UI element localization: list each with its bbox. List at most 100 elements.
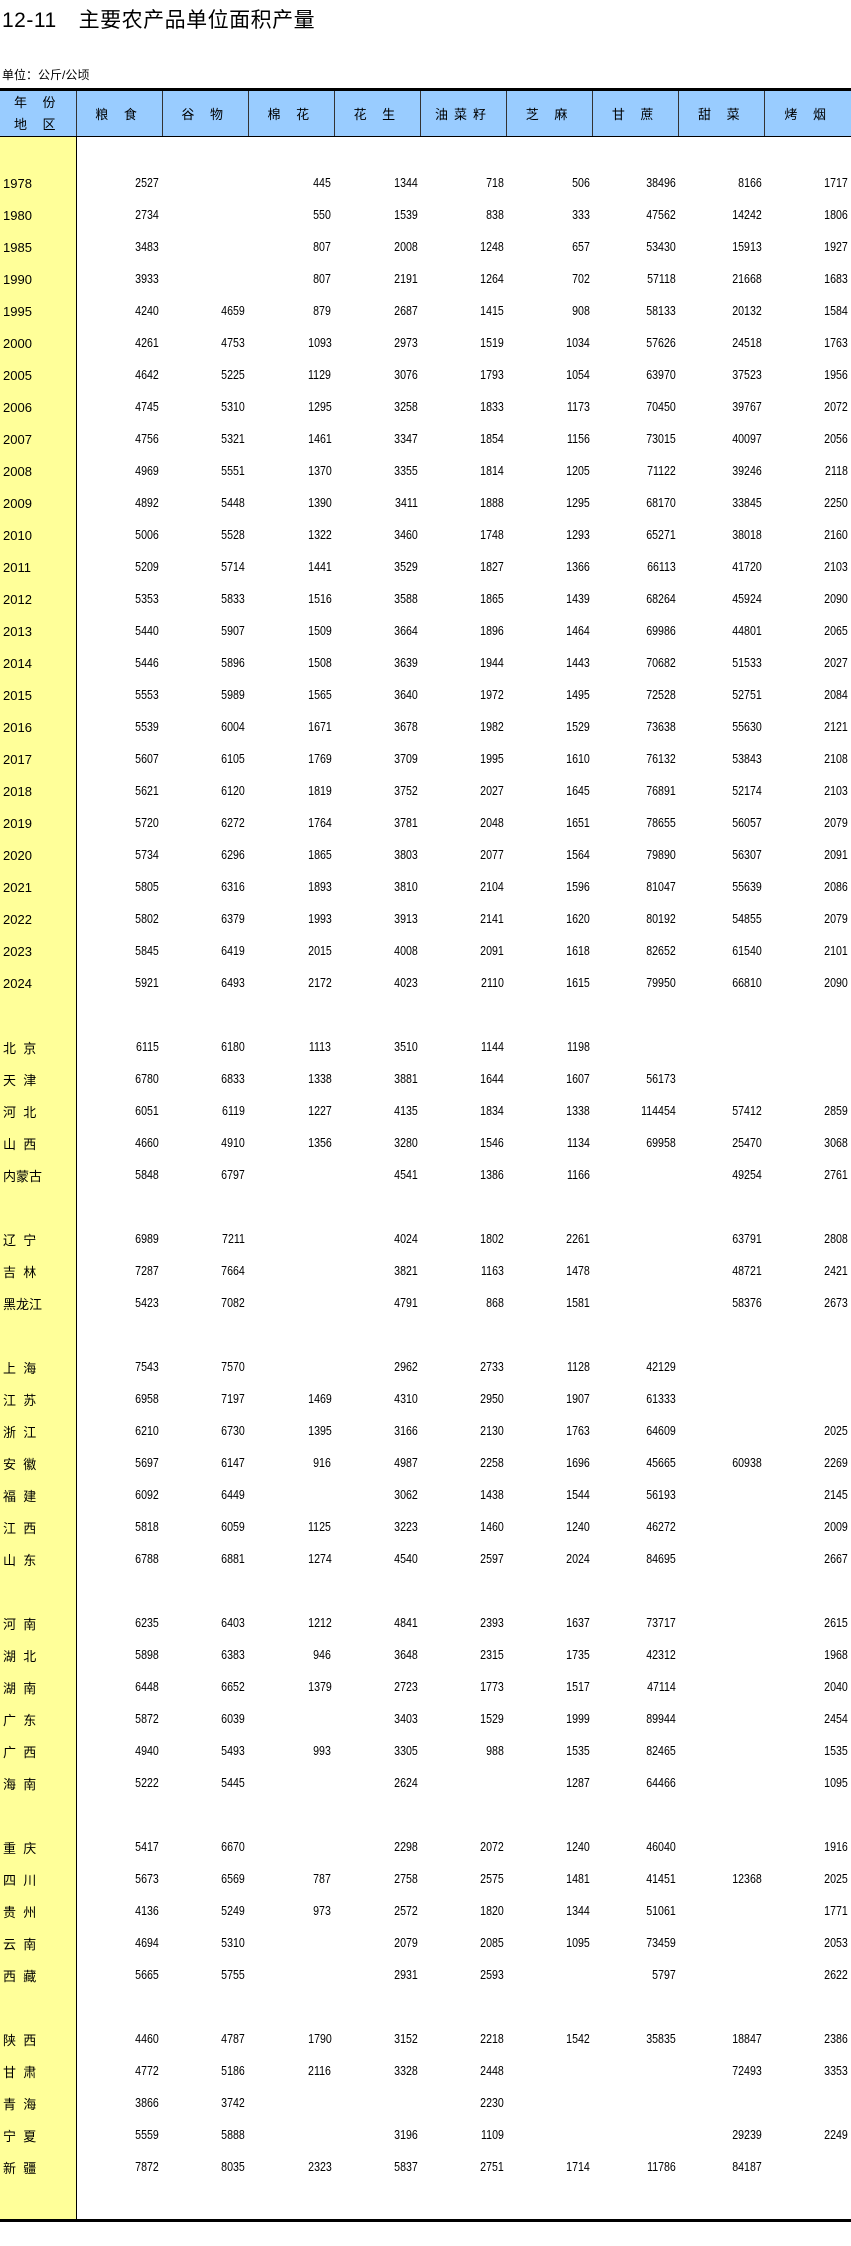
value-text: 61333 <box>646 1392 676 1406</box>
value-cell: 4791 <box>334 1287 420 1319</box>
value-cell: 1529 <box>507 711 593 743</box>
value-cell: 1054 <box>507 359 593 391</box>
empty-cell <box>679 137 765 168</box>
value-text: 4642 <box>135 368 160 382</box>
table-row: 2007 4756 5321 1461 3347 1854 1156 73015 40097 20… <box>0 423 851 455</box>
value-text: 1274 <box>307 1552 332 1566</box>
empty-cell <box>507 999 593 1031</box>
empty-cell <box>507 1319 593 1351</box>
value-cell: 14242 <box>679 199 765 231</box>
value-text: 6120 <box>221 784 246 798</box>
empty-cell <box>507 137 593 168</box>
value-text: 807 <box>313 272 332 286</box>
value-cell: 2218 <box>420 2023 506 2055</box>
value-cell <box>248 1223 334 1255</box>
value-cell: 73015 <box>593 423 679 455</box>
value-cell: 1927 <box>765 231 851 263</box>
value-cell: 6881 <box>162 1543 248 1575</box>
value-text: 1295 <box>307 400 332 414</box>
value-cell: 1735 <box>507 1639 593 1671</box>
value-cell <box>679 1351 765 1383</box>
value-text: 1295 <box>566 496 590 510</box>
value-cell: 5714 <box>162 551 248 583</box>
value-text: 5621 <box>135 784 160 798</box>
value-text: 1379 <box>307 1680 332 1694</box>
value-text: 6797 <box>221 1168 246 1182</box>
value-text: 4910 <box>221 1136 246 1150</box>
value-text: 4024 <box>393 1232 418 1246</box>
value-cell: 787 <box>248 1863 334 1895</box>
value-text: 6051 <box>135 1104 160 1118</box>
value-cell: 65271 <box>593 519 679 551</box>
value-cell: 1264 <box>420 263 506 295</box>
value-text: 6272 <box>221 816 246 830</box>
value-cell: 988 <box>420 1735 506 1767</box>
value-cell: 1460 <box>420 1511 506 1543</box>
empty-cell <box>334 1799 420 1831</box>
value-text: 6788 <box>135 1552 160 1566</box>
value-cell: 1833 <box>420 391 506 423</box>
value-cell: 76891 <box>593 775 679 807</box>
value-text: 42312 <box>646 1648 676 1662</box>
value-cell: 2572 <box>334 1895 420 1927</box>
value-text: 5755 <box>221 1968 246 1982</box>
value-cell: 1379 <box>248 1671 334 1703</box>
value-cell: 70450 <box>593 391 679 423</box>
value-cell: 6272 <box>162 807 248 839</box>
value-text: 2040 <box>824 1680 848 1694</box>
value-cell: 2103 <box>765 775 851 807</box>
value-text: 2141 <box>479 912 504 926</box>
value-cell: 2056 <box>765 423 851 455</box>
value-cell: 1109 <box>420 2119 506 2151</box>
value-text: 54855 <box>732 912 762 926</box>
value-cell: 3152 <box>334 2023 420 2055</box>
value-text: 61540 <box>732 944 762 958</box>
value-cell: 64466 <box>593 1767 679 1799</box>
value-cell: 55639 <box>679 871 765 903</box>
value-text: 3648 <box>393 1648 418 1662</box>
value-cell: 21668 <box>679 263 765 295</box>
empty-cell <box>679 1799 765 1831</box>
value-text: 5186 <box>221 2064 246 2078</box>
table-row: 吉 林 7287 7664 3821 1163 1478 48721 2421 <box>0 1255 851 1287</box>
value-text: 5989 <box>221 688 246 702</box>
value-cell: 48721 <box>679 1255 765 1287</box>
value-text: 1198 <box>566 1040 590 1054</box>
value-cell: 37523 <box>679 359 765 391</box>
value-cell <box>248 1159 334 1191</box>
value-text: 1806 <box>824 208 848 222</box>
value-cell <box>162 231 248 263</box>
value-cell: 1544 <box>507 1479 593 1511</box>
value-cell: 2269 <box>765 1447 851 1479</box>
value-text: 1134 <box>566 1136 590 1150</box>
value-text: 1956 <box>824 368 848 382</box>
value-cell: 66810 <box>679 967 765 999</box>
value-text: 4023 <box>393 976 418 990</box>
value-text: 1865 <box>479 592 504 606</box>
value-cell: 6449 <box>162 1479 248 1511</box>
value-cell: 5872 <box>76 1703 162 1735</box>
value-text: 33845 <box>732 496 762 510</box>
value-text: 1113 <box>309 1040 332 1054</box>
row-label: 天 津 <box>0 1063 77 1095</box>
spacer-row <box>0 136 851 168</box>
value-text: 2593 <box>479 1968 504 1982</box>
value-text: 1535 <box>824 1744 848 1758</box>
row-label: 1980 <box>0 199 77 231</box>
value-text: 2950 <box>479 1392 504 1406</box>
value-cell <box>679 1031 765 1063</box>
value-cell: 5321 <box>162 423 248 455</box>
value-cell: 3196 <box>334 2119 420 2151</box>
value-cell <box>248 1927 334 1959</box>
empty-cell <box>248 1799 334 1831</box>
value-cell: 3166 <box>334 1415 420 1447</box>
table-row: 2006 4745 5310 1295 3258 1833 1173 70450 39767 20… <box>0 391 851 423</box>
row-label: 湖 北 <box>0 1639 77 1671</box>
value-cell: 1535 <box>765 1735 851 1767</box>
value-cell: 2077 <box>420 839 506 871</box>
value-text: 63970 <box>646 368 676 382</box>
value-cell: 71122 <box>593 455 679 487</box>
value-cell: 4136 <box>76 1895 162 1927</box>
value-cell: 1790 <box>248 2023 334 2055</box>
value-cell <box>765 2151 851 2183</box>
